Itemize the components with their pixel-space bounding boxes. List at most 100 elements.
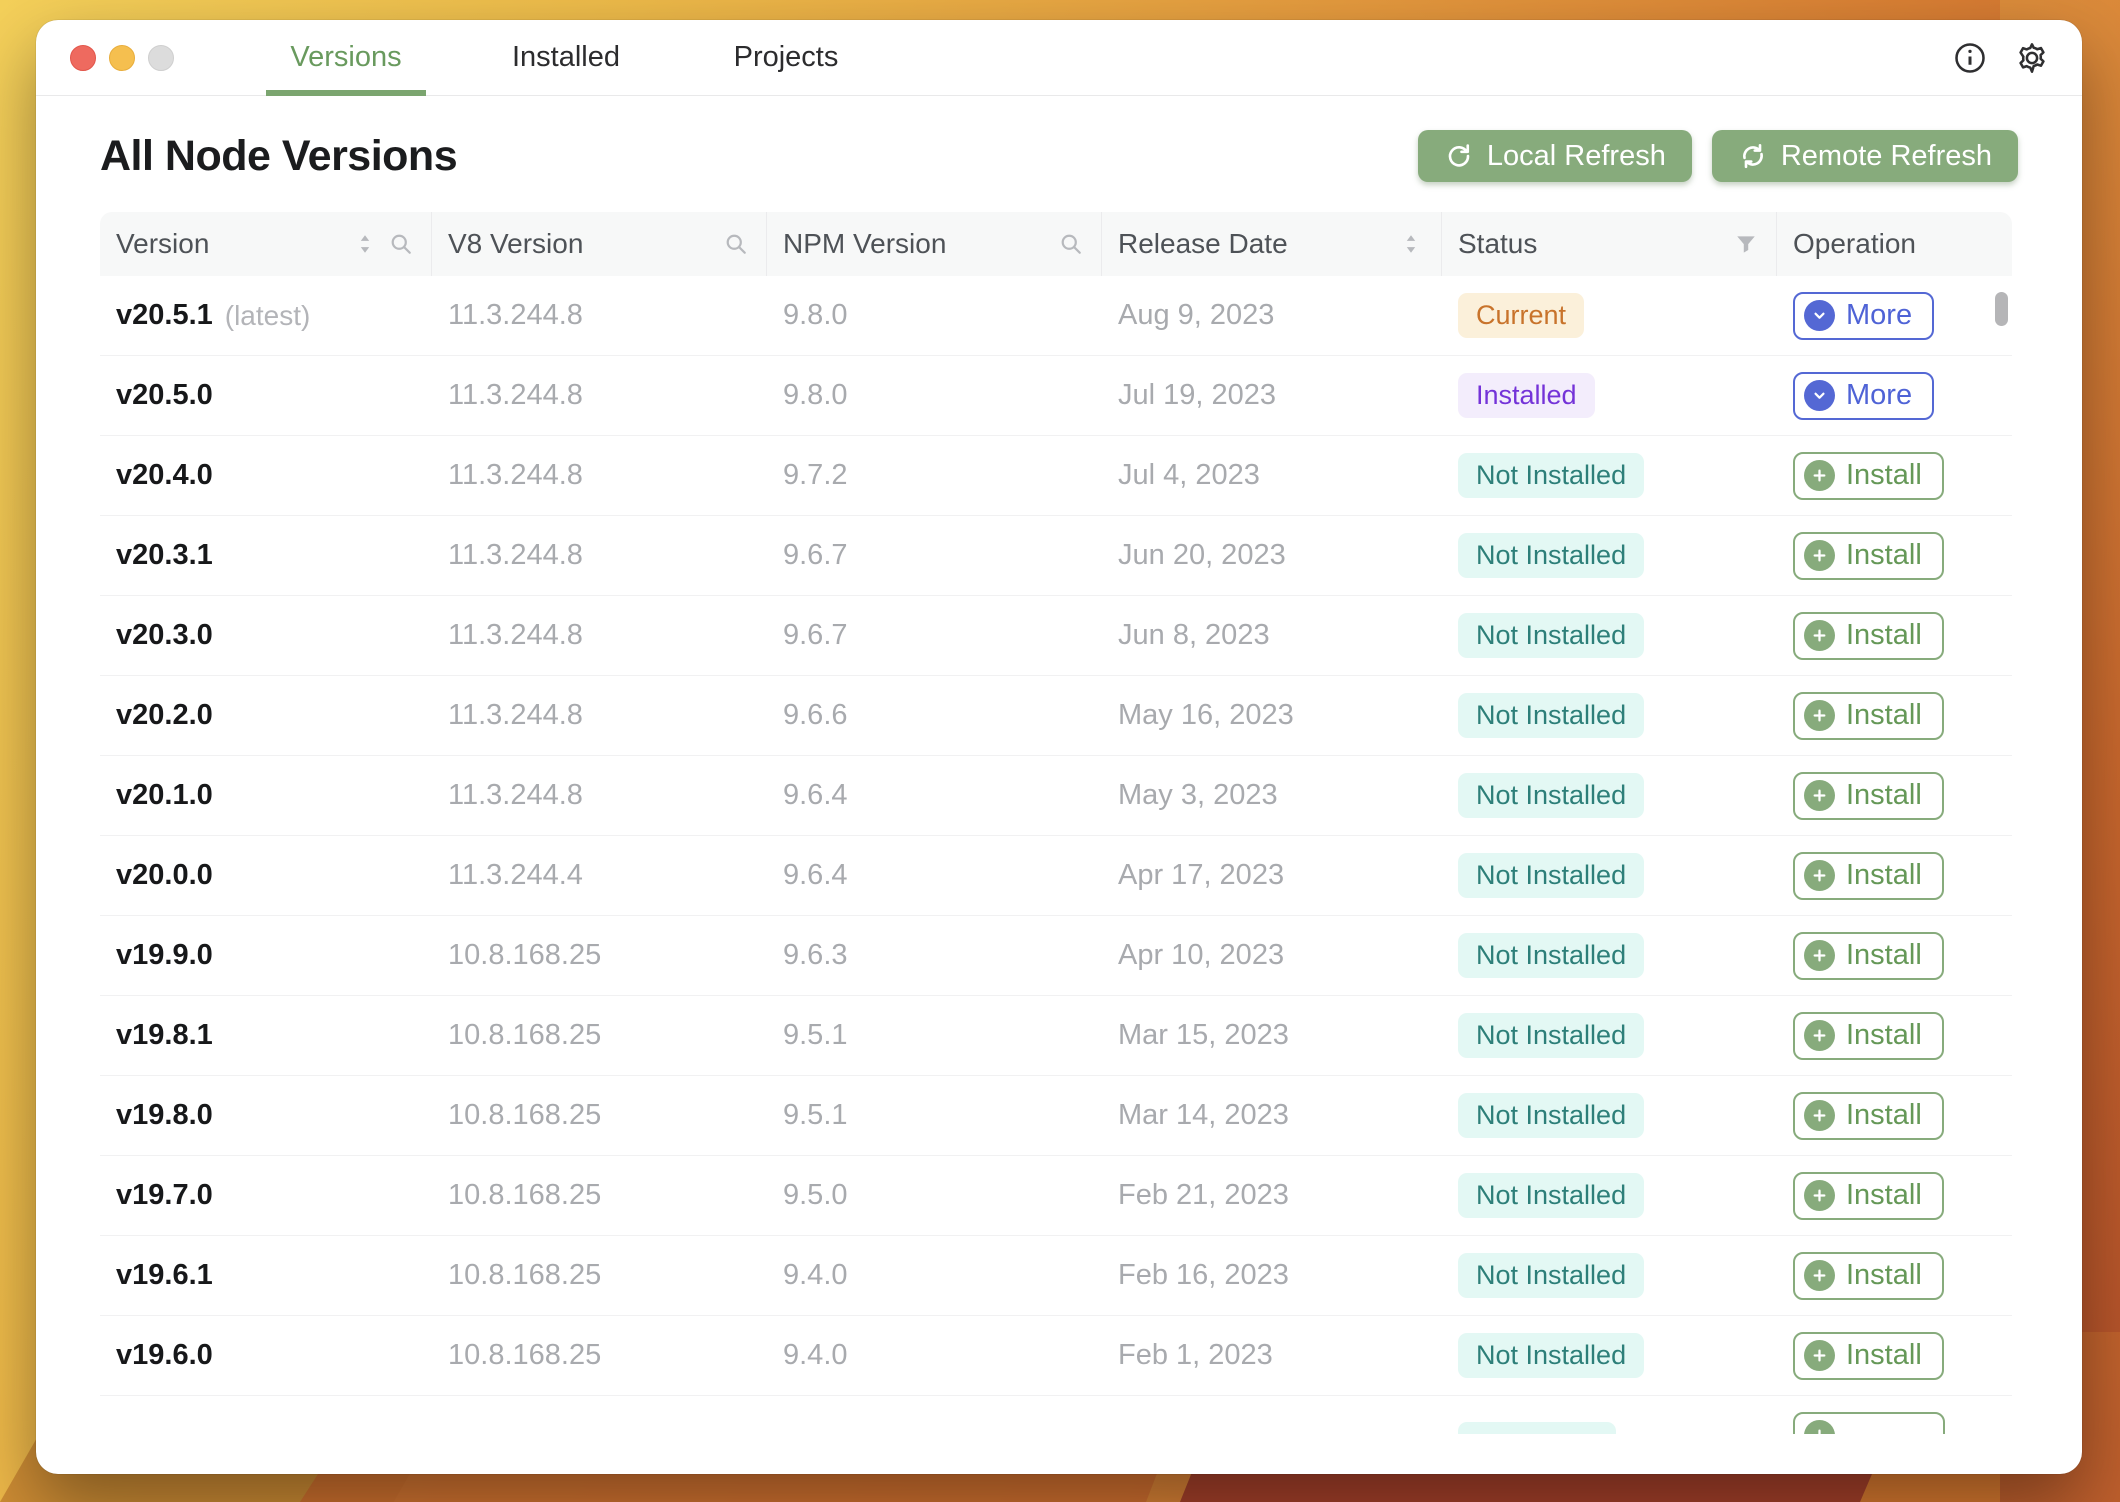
column-header-version: Version <box>100 212 432 276</box>
remote-refresh-button[interactable]: Remote Refresh <box>1711 130 2018 182</box>
plus-icon <box>1804 1420 1835 1434</box>
install-button[interactable]: Install <box>1793 691 1944 740</box>
release-date-value: Apr 17, 2023 <box>1118 859 1285 891</box>
version-value: v19.9.0 <box>116 939 213 971</box>
install-button[interactable]: Install <box>1793 1171 1944 1220</box>
install-button[interactable]: Install <box>1793 851 1944 900</box>
npm-version-value: 9.8.0 <box>783 379 848 411</box>
install-button[interactable]: Install <box>1793 531 1944 580</box>
table-row: v19.8.1 10.8.168.25 9.5.1 Mar 15, 2023 N… <box>100 996 2012 1076</box>
search-icon <box>391 234 411 254</box>
latest-tag: (latest) <box>224 299 311 331</box>
npm-version-value: 9.8.0 <box>783 299 848 331</box>
traffic-lights <box>36 44 174 71</box>
version-value: v20.3.1 <box>116 539 213 571</box>
version-value: v20.2.0 <box>116 699 213 731</box>
tab-projects[interactable]: Projects <box>676 20 896 95</box>
table-row: v19.9.0 10.8.168.25 9.6.3 Apr 10, 2023 N… <box>100 916 2012 996</box>
status-badge: Not Installed <box>1458 1332 1645 1379</box>
table-row: v20.0.0 11.3.244.4 9.6.4 Apr 17, 2023 No… <box>100 836 2012 916</box>
version-value: v20.5.0 <box>116 379 213 411</box>
status-badge: Not Installed <box>1458 612 1645 659</box>
scrollbar-thumb[interactable] <box>1995 292 2008 326</box>
column-label: Release Date <box>1118 228 1288 259</box>
tab-projects-label: Projects <box>733 41 839 73</box>
page-title: All Node Versions <box>100 131 458 180</box>
version-value: v20.0.0 <box>116 859 213 891</box>
sort-icon[interactable] <box>1397 230 1425 258</box>
sort-icon[interactable] <box>351 230 379 258</box>
install-button[interactable]: Install <box>1793 771 1944 820</box>
search-icon[interactable] <box>1057 230 1085 258</box>
install-button[interactable]: Install <box>1793 1251 1944 1300</box>
table-row: v19.8.0 10.8.168.25 9.5.1 Mar 14, 2023 N… <box>100 1076 2012 1156</box>
version-value: v20.1.0 <box>116 779 213 811</box>
npm-version-value: 9.5.1 <box>783 1099 848 1131</box>
release-date-value: Mar 15, 2023 <box>1118 1019 1289 1051</box>
v8-version-value: 10.8.168.25 <box>448 1179 602 1211</box>
chevron-down-icon <box>1804 380 1835 411</box>
table-row: v20.2.0 11.3.244.8 9.6.6 May 16, 2023 No… <box>100 676 2012 756</box>
npm-version-value: 9.6.6 <box>783 699 848 731</box>
chevron-down-icon <box>1804 300 1835 331</box>
tab-versions[interactable]: Versions <box>236 20 456 96</box>
release-date-value: Apr 10, 2023 <box>1118 939 1285 971</box>
status-badge <box>1458 1421 1616 1434</box>
zoom-button[interactable] <box>148 44 174 71</box>
more-button[interactable]: More <box>1793 371 1935 420</box>
column-label: Status <box>1458 228 1538 259</box>
v8-version-value: 10.8.168.25 <box>448 1339 602 1371</box>
search-icon[interactable] <box>387 230 415 258</box>
install-button[interactable]: Install <box>1793 1331 1944 1380</box>
status-badge: Not Installed <box>1458 1172 1645 1219</box>
install-button[interactable]: Install <box>1793 451 1944 500</box>
install-button[interactable]: Install <box>1793 931 1944 980</box>
status-badge: Not Installed <box>1458 1252 1645 1299</box>
plus-icon <box>1804 1100 1835 1131</box>
version-value: v19.8.1 <box>116 1019 213 1051</box>
gear-icon[interactable] <box>2014 40 2050 76</box>
install-button[interactable]: Install <box>1793 1091 1944 1140</box>
column-header-release-date: Release Date <box>1102 212 1442 276</box>
npm-version-value: 9.6.4 <box>783 859 848 891</box>
sync-icon <box>1738 141 1768 171</box>
search-icon[interactable] <box>722 230 750 258</box>
table-row: v20.4.0 11.3.244.8 9.7.2 Jul 4, 2023 Not… <box>100 436 2012 516</box>
tab-installed[interactable]: Installed <box>456 20 676 95</box>
local-refresh-label: Local Refresh <box>1486 139 1666 172</box>
install-button[interactable] <box>1793 1411 1945 1434</box>
tab-versions-label: Versions <box>290 41 402 73</box>
v8-version-value: 11.3.244.8 <box>448 619 583 651</box>
more-button[interactable]: More <box>1793 291 1935 340</box>
install-button[interactable]: Install <box>1793 611 1944 660</box>
table-body: v20.5.1 (latest) 11.3.244.8 9.8.0 Aug 9,… <box>100 276 2012 1434</box>
release-date-value: Jul 4, 2023 <box>1118 459 1260 491</box>
release-date-value: May 3, 2023 <box>1118 779 1278 811</box>
close-button[interactable] <box>70 44 96 71</box>
table-row <box>100 1396 2012 1434</box>
npm-version-value: 9.5.0 <box>783 1179 848 1211</box>
v8-version-value: 10.8.168.25 <box>448 1019 602 1051</box>
status-badge: Not Installed <box>1458 932 1645 979</box>
filter-icon[interactable] <box>1732 230 1760 258</box>
minimize-button[interactable] <box>109 44 135 71</box>
table-row: v19.7.0 10.8.168.25 9.5.0 Feb 21, 2023 N… <box>100 1156 2012 1236</box>
npm-version-value: 9.6.7 <box>783 619 848 651</box>
column-label: Operation <box>1793 228 1916 259</box>
plus-icon <box>1804 1260 1835 1291</box>
local-refresh-button[interactable]: Local Refresh <box>1417 130 1692 182</box>
release-date-value: Feb 21, 2023 <box>1118 1179 1289 1211</box>
info-icon[interactable] <box>1952 40 1988 76</box>
status-badge: Not Installed <box>1458 452 1645 499</box>
plus-icon <box>1804 540 1835 571</box>
install-button[interactable]: Install <box>1793 1011 1944 1060</box>
v8-version-value: 10.8.168.25 <box>448 1099 602 1131</box>
versions-table: Version V8 Version NPM Version Release Date… <box>100 212 2012 1434</box>
tab-installed-label: Installed <box>511 41 620 73</box>
v8-version-value: 11.3.244.8 <box>448 379 583 411</box>
status-badge: Not Installed <box>1458 692 1645 739</box>
npm-version-value: 9.5.1 <box>783 1019 848 1051</box>
table-header: Version V8 Version NPM Version Release Date… <box>100 212 2012 276</box>
column-label: Version <box>116 228 210 259</box>
status-badge: Not Installed <box>1458 532 1645 579</box>
